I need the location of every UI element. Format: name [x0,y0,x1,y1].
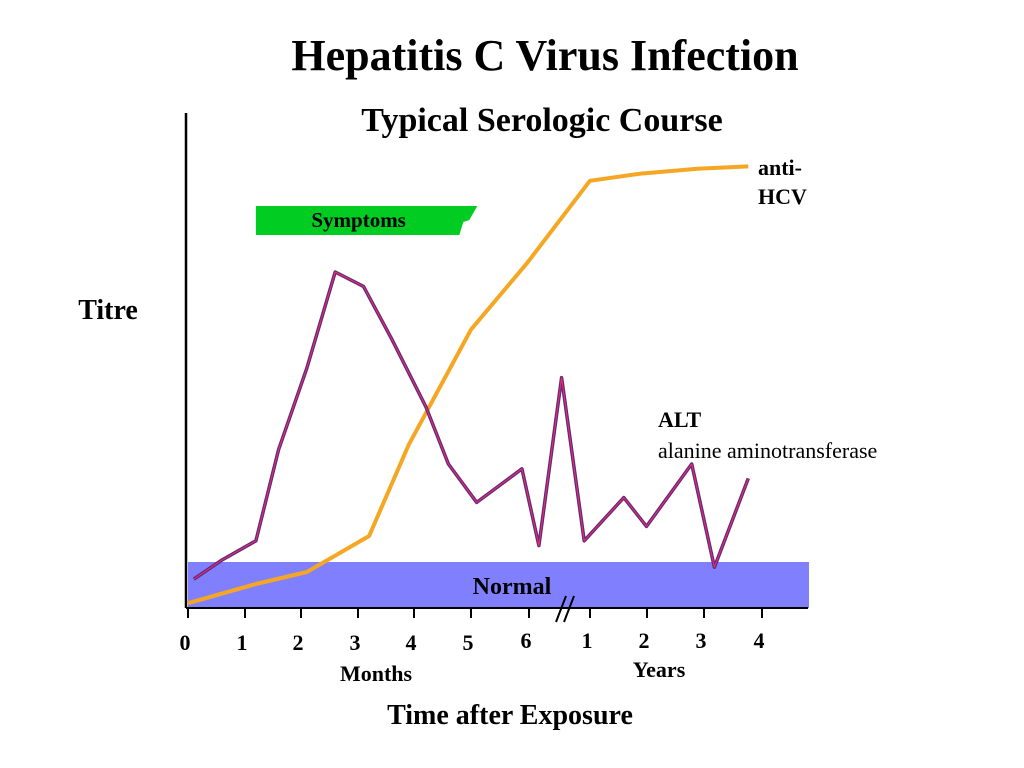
axis-break-mark [555,595,567,623]
anti-hcv-line [187,164,749,606]
x-tick-label: 3 [350,630,361,655]
x-axis-label: Time after Exposure [387,700,633,731]
alt-fullname-label: alanine aminotransferase [658,438,877,463]
months-label: Months [340,661,413,686]
symptoms-bar [255,206,478,235]
normal-band-label: Normal [473,574,552,600]
x-tick-label: 4 [406,630,417,655]
x-tick-label: 2 [639,628,650,653]
x-tick-label: 2 [293,630,304,655]
alt-line-highlight [193,271,749,580]
alt-label: ALT [658,407,702,432]
normal-range-band [188,562,809,608]
years-label: Years [633,657,686,682]
x-tick-label: 5 [463,630,474,655]
axis-break-mark [563,595,575,623]
x-tick-label: 0 [180,630,191,655]
x-tick-label: 6 [521,628,532,653]
chart-subtitle: Typical Serologic Course [361,102,722,139]
anti-hcv-label-line2: HCV [758,184,807,209]
x-tick-labels: 0 1 2 3 4 5 6 1 2 3 4 [180,628,765,655]
x-tick-label: 1 [237,630,248,655]
chart-title: Hepatitis C Virus Infection [291,31,798,80]
y-axis-label: Titre [78,295,138,326]
x-tick-label: 1 [582,628,593,653]
anti-hcv-label-line1: anti- [758,155,802,180]
x-tick-label: 4 [754,628,765,653]
x-tick-label: 3 [696,628,707,653]
symptoms-label: Symptoms [311,208,406,232]
x-ticks [187,608,763,618]
